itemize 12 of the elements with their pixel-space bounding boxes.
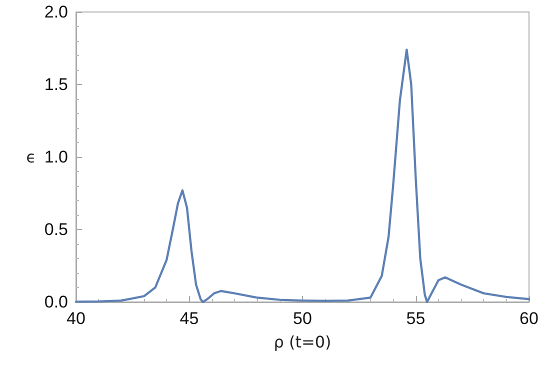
y-tick-label: 1.0 xyxy=(44,148,68,166)
y-tick-label: 2.0 xyxy=(44,2,68,22)
x-tick-label: 40 xyxy=(66,309,86,328)
y-axis-title: ϵ xyxy=(26,148,36,166)
x-tick-label: 45 xyxy=(180,309,199,328)
x-tick-label: 55 xyxy=(406,309,426,328)
x-axis-title: ρ (t=0) xyxy=(274,332,332,352)
x-tick-label: 50 xyxy=(293,309,312,328)
y-tick-label: 0.0 xyxy=(44,292,68,312)
x-tick-label: 60 xyxy=(520,309,538,328)
y-tick-label: 0.5 xyxy=(44,220,68,239)
y-tick-label: 1.5 xyxy=(44,75,68,94)
